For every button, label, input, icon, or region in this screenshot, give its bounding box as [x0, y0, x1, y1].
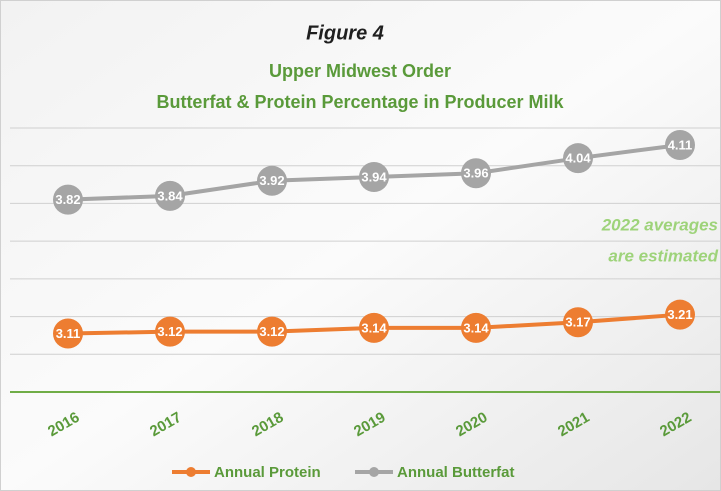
legend-marker: [369, 467, 379, 477]
data-label: 3.84: [157, 188, 183, 203]
data-label: 3.12: [259, 324, 284, 339]
marker: [155, 180, 185, 211]
marker: [563, 143, 593, 174]
data-label: 3.14: [463, 320, 489, 335]
marker: [665, 299, 695, 330]
chart-title: Figure 4: [306, 22, 384, 44]
data-label: 3.96: [463, 166, 488, 181]
chart-subtitle: Upper Midwest Order: [269, 61, 451, 81]
marker: [155, 316, 185, 347]
marker: [53, 318, 83, 349]
data-label: 3.94: [361, 169, 387, 184]
legend-label: Annual Butterfat: [397, 464, 515, 481]
data-label: 3.82: [55, 192, 80, 207]
data-label: 3.21: [667, 307, 692, 322]
legend-marker: [186, 467, 196, 477]
marker: [665, 129, 695, 160]
annotation: 2022 averages: [601, 215, 718, 234]
marker: [359, 162, 389, 193]
annotation: are estimated: [608, 246, 718, 265]
data-label: 4.11: [668, 137, 693, 152]
marker: [53, 184, 83, 215]
legend-label: Annual Protein: [214, 464, 321, 481]
marker: [563, 307, 593, 338]
chart-subtitle: Butterfat & Protein Percentage in Produc…: [156, 92, 564, 112]
data-label: 3.14: [361, 320, 387, 335]
data-label: 3.17: [565, 315, 590, 330]
marker: [461, 312, 491, 343]
data-label: 3.11: [56, 326, 81, 341]
marker: [257, 165, 287, 196]
marker: [257, 316, 287, 347]
data-label: 3.92: [259, 173, 284, 188]
data-label: 3.12: [157, 324, 182, 339]
marker: [359, 312, 389, 343]
data-label: 4.04: [565, 151, 591, 166]
marker: [461, 158, 491, 189]
